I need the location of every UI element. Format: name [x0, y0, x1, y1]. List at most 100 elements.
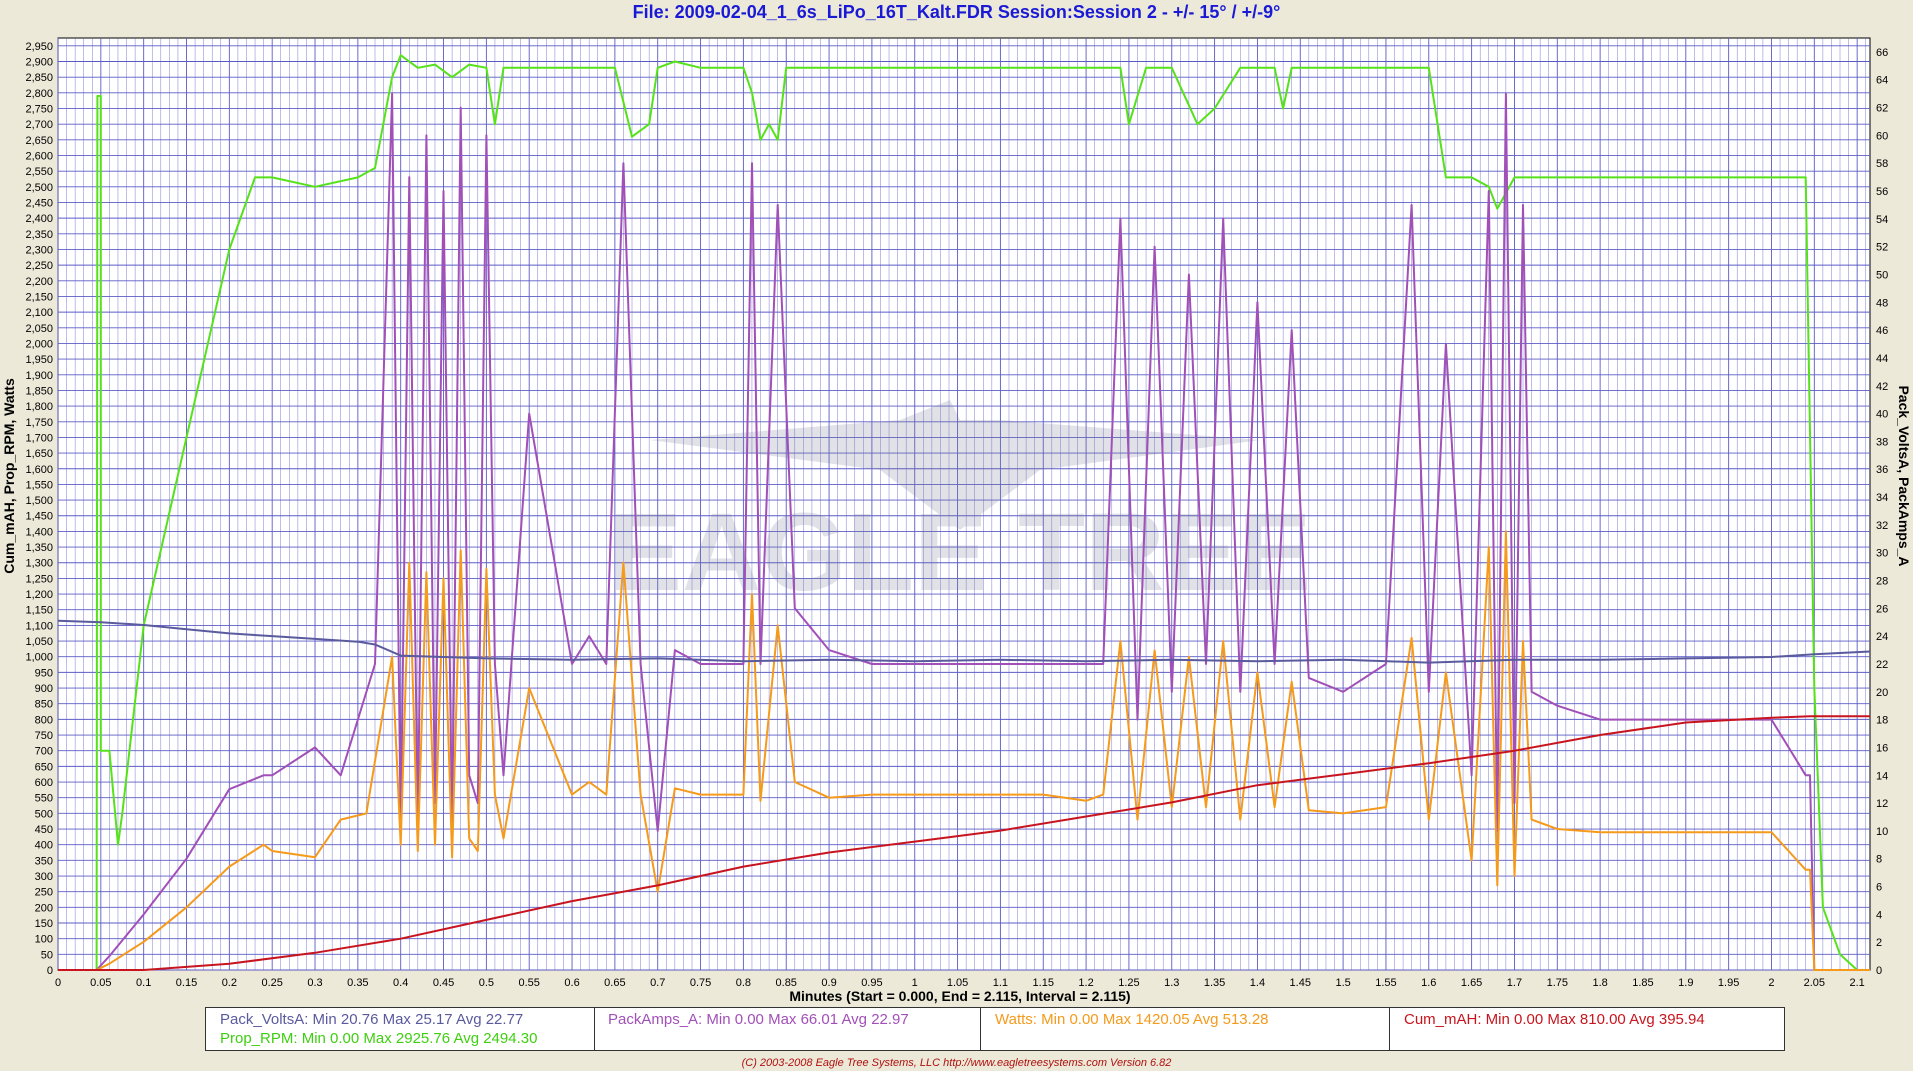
y-left-tick-label: 2,150	[25, 291, 53, 303]
y-left-tick-label: 1,400	[25, 526, 53, 538]
y-right-tick-label: 26	[1876, 603, 1888, 615]
eagle-logo-icon	[650, 400, 1260, 530]
y-left-tick-label: 100	[35, 934, 53, 946]
chart-title: File: 2009-02-04_1_6s_LiPo_16T_Kalt.FDR …	[632, 2, 1281, 22]
y-left-tick-label: 2,800	[25, 88, 53, 100]
y-left-tick-label: 1,700	[25, 432, 53, 444]
x-tick-label: 1.05	[947, 977, 968, 989]
y-left-tick-label: 2,600	[25, 150, 53, 162]
y-left-tick-label: 2,200	[25, 276, 53, 288]
y-left-tick-label: 1,000	[25, 652, 53, 664]
y-right-tick-label: 52	[1876, 242, 1888, 254]
x-tick-label: 1.25	[1118, 977, 1139, 989]
y-left-axis-label: Cum_mAH, Prop_RPM, Watts	[1, 378, 17, 574]
y-left-tick-label: 2,900	[25, 56, 53, 68]
y-left-tick-label: 2,300	[25, 244, 53, 256]
y-left-tick-label: 1,250	[25, 573, 53, 585]
y-left-tick-label: 750	[35, 730, 53, 742]
y-right-tick-label: 32	[1876, 520, 1888, 532]
y-right-axis-label: Pack_VoltsA, PackAmps_A	[1896, 385, 1912, 567]
y-left-tick-label: 2,500	[25, 182, 53, 194]
x-tick-label: 1	[912, 977, 918, 989]
x-tick-label: 0.1	[136, 977, 151, 989]
x-tick-label: 0.4	[393, 977, 408, 989]
series-line-cum-mah	[58, 715, 1870, 971]
x-tick-label: 1.55	[1375, 977, 1396, 989]
y-left-tick-label: 400	[35, 840, 53, 852]
y-left-tick-label: 1,350	[25, 542, 53, 554]
y-left-tick-label: 1,900	[25, 370, 53, 382]
x-tick-label: 2.1	[1850, 977, 1865, 989]
y-left-tick-label: 2,950	[25, 41, 53, 53]
y-right-tick-label: 44	[1876, 353, 1888, 365]
x-tick-label: 1.45	[1290, 977, 1311, 989]
y-left-tick-label: 1,100	[25, 620, 53, 632]
y-left-tick-label: 1,150	[25, 605, 53, 617]
x-tick-label: 0.5	[479, 977, 494, 989]
y-left-tick-label: 1,600	[25, 464, 53, 476]
y-right-tick-label: 62	[1876, 103, 1888, 115]
y-right-tick-label: 8	[1876, 854, 1882, 866]
series-line-watts	[96, 530, 1870, 971]
y-right-tick-label: 46	[1876, 325, 1888, 337]
x-tick-label: 1.35	[1204, 977, 1225, 989]
x-tick-label: 0	[55, 977, 61, 989]
y-left-tick-label: 150	[35, 918, 53, 930]
y-left-tick-label: 1,500	[25, 495, 53, 507]
y-left-tick-label: 1,300	[25, 558, 53, 570]
x-tick-label: 1.65	[1461, 977, 1482, 989]
y-left-tick-label: 1,850	[25, 385, 53, 397]
y-left-tick-label: 350	[35, 855, 53, 867]
y-left-tick-label: 950	[35, 667, 53, 679]
x-tick-label: 0.45	[433, 977, 454, 989]
y-left-tick-label: 1,450	[25, 511, 53, 523]
x-tick-label: 1.75	[1547, 977, 1568, 989]
y-right-tick-label: 36	[1876, 464, 1888, 476]
x-tick-label: 1.95	[1718, 977, 1739, 989]
x-tick-label: 0.3	[307, 977, 322, 989]
x-tick-label: 0.95	[861, 977, 882, 989]
y-right-tick-label: 54	[1876, 214, 1888, 226]
y-right-tick-label: 50	[1876, 269, 1888, 281]
y-left-tick-label: 2,100	[25, 307, 53, 319]
legend-cell-volts-rpm: Pack_VoltsA: Min 20.76 Max 25.17 Avg 22.…	[206, 1008, 595, 1050]
x-tick-label: 1.5	[1335, 977, 1350, 989]
y-right-tick-label: 60	[1876, 130, 1888, 142]
y-left-tick-label: 2,250	[25, 260, 53, 272]
x-tick-label: 0.15	[176, 977, 197, 989]
series-line-pack-voltsa	[57, 619, 1871, 664]
legend-cell-mah: Cum_mAH: Min 0.00 Max 810.00 Avg 395.94	[1390, 1008, 1783, 1050]
x-tick-label: 1.9	[1678, 977, 1693, 989]
y-left-tick-label: 1,050	[25, 636, 53, 648]
series-layer	[57, 54, 1871, 971]
y-left-tick-label: 600	[35, 777, 53, 789]
series-line-packamps-a	[95, 92, 1870, 971]
y-left-tick-label: 850	[35, 699, 53, 711]
x-axis-label: Minutes (Start = 0.000, End = 2.115, Int…	[789, 988, 1131, 1004]
x-tick-label: 0.05	[90, 977, 111, 989]
x-tick-label: 0.2	[222, 977, 237, 989]
y-right-tick-label: 38	[1876, 436, 1888, 448]
x-tick-label: 1.3	[1164, 977, 1179, 989]
x-tick-label: 1.6	[1421, 977, 1436, 989]
y-right-tick-label: 18	[1876, 715, 1888, 727]
y-left-tick-label: 2,850	[25, 72, 53, 84]
y-right-tick-label: 6	[1876, 882, 1882, 894]
x-tick-label: 0.8	[736, 977, 751, 989]
y-left-tick-label: 1,550	[25, 479, 53, 491]
y-left-tick-label: 2,050	[25, 323, 53, 335]
y-right-tick-label: 58	[1876, 158, 1888, 170]
y-left-tick-label: 550	[35, 793, 53, 805]
y-right-tick-label: 12	[1876, 798, 1888, 810]
y-right-tick-label: 56	[1876, 186, 1888, 198]
x-tick-label: 2.05	[1804, 977, 1825, 989]
legend-prop-rpm: Prop_RPM: Min 0.00 Max 2925.76 Avg 2494.…	[220, 1030, 538, 1047]
y-left-tick-label: 0	[47, 965, 53, 977]
y-right-tick-label: 10	[1876, 826, 1888, 838]
x-tick-label: 0.75	[690, 977, 711, 989]
x-tick-label: 1.15	[1033, 977, 1054, 989]
x-tick-label: 1.1	[993, 977, 1008, 989]
y-left-tick-label: 2,400	[25, 213, 53, 225]
legend-pack-volts: Pack_VoltsA: Min 20.76 Max 25.17 Avg 22.…	[220, 1011, 524, 1028]
